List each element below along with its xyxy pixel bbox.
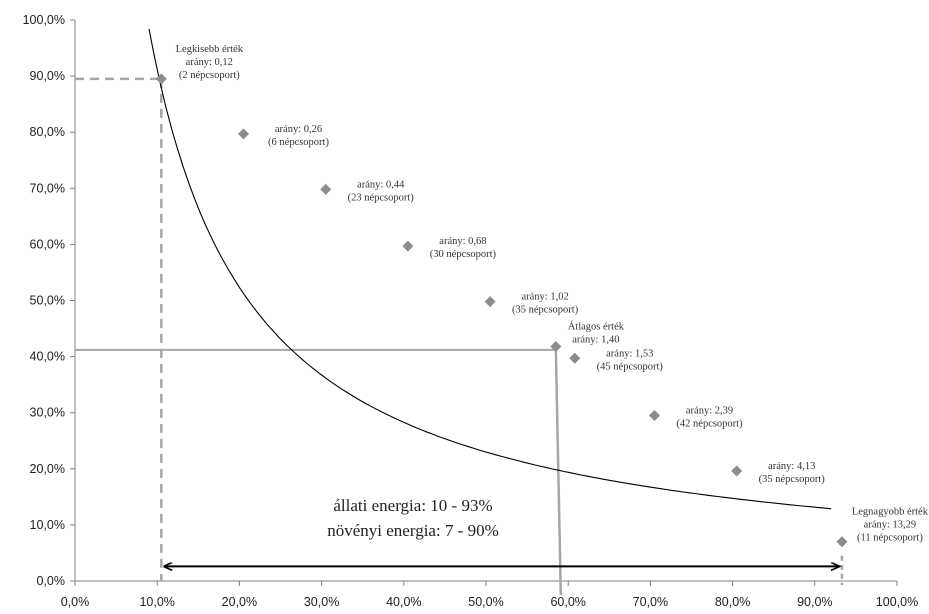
- range-annotation-line: állati energia: 10 - 93%: [333, 496, 492, 515]
- data-point-marker: [402, 240, 414, 252]
- data-point-label: arány: 13,29: [864, 520, 917, 531]
- y-tick-label: 30,0%: [30, 406, 65, 420]
- data-point-marker: [320, 183, 332, 195]
- data-point-marker: [550, 341, 562, 353]
- data-point-label: arány: 0,12: [186, 57, 233, 68]
- x-tick-label: 20,0%: [222, 595, 257, 609]
- x-tick-label: 10,0%: [139, 595, 174, 609]
- data-point-label: arány: 1,40: [572, 335, 619, 346]
- data-point-label: arány: 2,39: [686, 406, 733, 417]
- y-tick-label: 0,0%: [37, 574, 66, 588]
- data-point-label: arány: 0,44: [357, 179, 405, 190]
- trendline: [148, 28, 832, 510]
- data-point-label: arány: 4,13: [768, 461, 815, 472]
- x-tick-label: 90,0%: [797, 595, 832, 609]
- x-tick-label: 70,0%: [633, 595, 668, 609]
- x-tick-label: 80,0%: [715, 595, 750, 609]
- y-tick-label: 20,0%: [30, 462, 65, 476]
- data-point-marker: [649, 410, 661, 422]
- data-point-marker: [484, 296, 496, 308]
- y-tick-label: 10,0%: [30, 518, 65, 532]
- x-tick-label: 0,0%: [61, 595, 90, 609]
- x-tick-label: 100,0%: [876, 595, 918, 609]
- data-point-marker: [238, 128, 250, 140]
- x-tick-label: 30,0%: [304, 595, 339, 609]
- y-tick-label: 60,0%: [30, 237, 65, 251]
- y-tick-label: 50,0%: [30, 294, 65, 308]
- data-point-label: arány: 1,02: [521, 292, 568, 303]
- data-point-label: (6 népcsoport): [268, 137, 329, 148]
- x-tick-label: 60,0%: [550, 595, 585, 609]
- data-point-marker: [155, 73, 167, 85]
- data-point-label: (35 népcsoport): [759, 474, 826, 485]
- x-tick-label: 50,0%: [468, 595, 503, 609]
- data-point-label: Átlagos érték: [568, 321, 625, 333]
- data-point-label: Legkisebb érték: [176, 44, 244, 55]
- data-point-label: (30 népcsoport): [430, 249, 497, 260]
- data-point-marker: [836, 536, 848, 548]
- data-point-marker: [569, 352, 581, 364]
- data-point-label: (11 népcsoport): [857, 533, 923, 544]
- y-tick-label: 70,0%: [30, 181, 65, 195]
- data-point-label: arány: 1,53: [606, 348, 653, 359]
- y-tick-label: 80,0%: [30, 125, 65, 139]
- data-point-label: arány: 0,26: [275, 124, 322, 135]
- data-point-label: (45 népcsoport): [597, 361, 664, 372]
- data-point-label: Legnagyobb érték: [852, 507, 929, 518]
- data-point-label: (23 népcsoport): [348, 192, 415, 203]
- data-point-marker: [731, 465, 743, 477]
- y-tick-label: 40,0%: [30, 350, 65, 364]
- data-point-label: (42 népcsoport): [676, 419, 743, 430]
- data-point-label: arány: 0,68: [439, 236, 486, 247]
- x-tick-label: 40,0%: [386, 595, 421, 609]
- y-tick-label: 100,0%: [23, 13, 65, 27]
- y-tick-label: 90,0%: [30, 69, 65, 83]
- data-point-label: (35 népcsoport): [512, 305, 579, 316]
- data-point-label: (2 népcsoport): [179, 70, 240, 81]
- range-annotation-line: növényi energia: 7 - 90%: [327, 521, 499, 540]
- average-vertical-line: [554, 349, 563, 596]
